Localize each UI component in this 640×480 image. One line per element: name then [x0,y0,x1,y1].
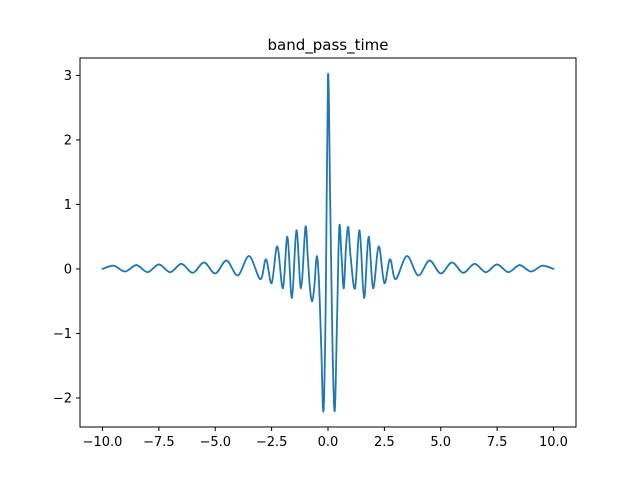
y-tick-label: 3 [64,69,72,84]
x-tick-label: 5.0 [430,435,451,450]
x-tick-label: 0.0 [318,435,339,450]
x-tick-label: −10.0 [83,435,123,450]
x-axis: −10.0 −7.5 −5.0 −2.5 0.0 2.5 5.0 7.5 10.0 [83,427,568,450]
y-tick-label: −1 [53,327,72,342]
y-tick-label: 0 [64,262,72,277]
x-tick-label: 7.5 [487,435,508,450]
axes-frame [79,57,577,428]
y-tick-label: 1 [64,198,72,213]
chart-title: band_pass_time [268,36,389,55]
x-tick-label: 10.0 [539,435,568,450]
y-tick-label: 2 [64,133,72,148]
x-tick-label: −5.0 [199,435,231,450]
y-tick-label: −2 [53,391,72,406]
plot-area [101,72,555,413]
x-tick-label: −7.5 [143,435,175,450]
x-tick-label: −2.5 [256,435,288,450]
y-axis: −2 −1 0 1 2 3 [53,69,80,406]
x-tick-label: 2.5 [374,435,395,450]
series-line [101,72,555,413]
